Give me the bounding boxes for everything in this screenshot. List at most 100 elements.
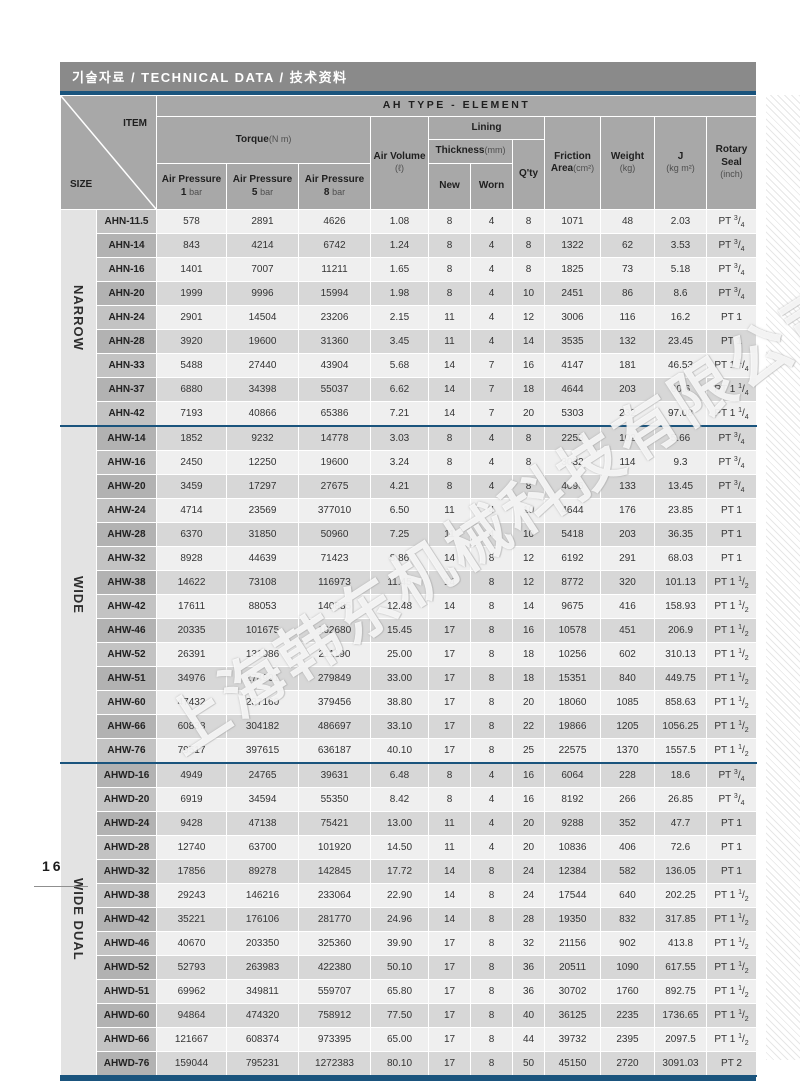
rotary-seal-value: PT 1	[705, 859, 758, 884]
rotary-seal-value: PT 1 1/4	[705, 401, 758, 427]
data-value: 36	[512, 979, 545, 1004]
data-value: 4949	[156, 762, 227, 788]
item-code: AHN-37	[96, 377, 157, 402]
data-value: 46.53	[654, 353, 707, 378]
item-code: AHWD-32	[96, 859, 157, 884]
data-value: 48	[600, 209, 655, 234]
data-value: 17	[428, 1051, 471, 1077]
rotary-seal-value: PT 3/4	[705, 425, 758, 451]
data-value: 26391	[156, 642, 227, 667]
data-value: 14	[428, 401, 471, 427]
data-value: 22575	[544, 738, 601, 764]
item-code: AHW-52	[96, 642, 157, 667]
header-lining-new: New	[428, 163, 471, 210]
data-value: 132	[600, 329, 655, 354]
table-row: NARROW AHN-11.5 578 2891 4626 1.08 8 4 8 1071 48 2.…	[60, 209, 758, 427]
data-value: 101675	[226, 618, 299, 643]
data-value: 16.2	[654, 305, 707, 330]
data-value: 4214	[226, 233, 299, 258]
data-value: 858.63	[654, 690, 707, 715]
data-value: 20335	[156, 618, 227, 643]
rotary-seal-value: PT 1 1/4	[705, 353, 758, 378]
item-code: AHW-20	[96, 474, 157, 499]
data-value: 24.96	[370, 907, 429, 932]
rotary-seal-value: PT 3/4	[705, 281, 758, 306]
rotary-seal-value: PT 3/4	[705, 450, 758, 475]
header-air-pressure-8bar: Air Pressure 8 bar	[298, 163, 371, 210]
data-value: 102	[600, 425, 655, 451]
data-value: 8.86	[370, 546, 429, 571]
data-value: 5303	[544, 401, 601, 427]
data-value: 23.45	[654, 329, 707, 354]
data-value: 35221	[156, 907, 227, 932]
item-code: AHN-11.5	[96, 209, 157, 234]
table-row: AHWD-66 121667 608374 973395 65.00 17 8 44 39732…	[61, 1027, 758, 1052]
data-value: 349811	[226, 979, 299, 1004]
data-value: 24	[512, 859, 545, 884]
data-value: 89278	[226, 859, 299, 884]
data-value: 6370	[156, 522, 227, 547]
data-value: 1736.65	[654, 1003, 707, 1028]
data-value: 2720	[600, 1051, 655, 1077]
data-value: 840	[600, 666, 655, 691]
data-value: 121667	[156, 1027, 227, 1052]
data-value: 11	[428, 498, 471, 523]
data-value: 2097.5	[654, 1027, 707, 1052]
title-accent-rule	[60, 91, 756, 95]
data-value: 47.7	[654, 811, 707, 836]
data-value: 7.25	[370, 522, 429, 547]
data-value: 4.21	[370, 474, 429, 499]
data-value: 8	[428, 233, 471, 258]
data-value: 14622	[156, 570, 227, 595]
data-value: 32	[512, 931, 545, 956]
item-code: AHW-24	[96, 498, 157, 523]
rotary-seal-value: PT 1	[705, 329, 758, 354]
data-value: 266	[600, 787, 655, 812]
data-value: 795231	[226, 1051, 299, 1077]
item-code: AHN-42	[96, 401, 157, 427]
data-value: 237160	[226, 690, 299, 715]
data-value: 4	[470, 835, 513, 860]
data-value: 133	[600, 474, 655, 499]
item-code: AHW-14	[96, 425, 157, 451]
table-row: AHW-32 8928 44639 71423 8.86 14 8 12 6192 291 68.0…	[61, 546, 758, 571]
table-row: AHWD-51 69962 349811 559707 65.80 17 8 36 30702 1…	[61, 979, 758, 1004]
data-value: 1.98	[370, 281, 429, 306]
data-value: 422380	[298, 955, 371, 980]
data-value: 39631	[298, 762, 371, 788]
header-lining: Lining	[428, 116, 545, 140]
table-body: NARROW AHN-11.5 578 2891 4626 1.08 8 4 8 1071 48 2.…	[60, 209, 758, 1077]
data-value: 29243	[156, 883, 227, 908]
item-code: AHN-16	[96, 257, 157, 282]
data-value: 3.03	[370, 425, 429, 451]
data-value: 4	[470, 498, 513, 523]
rotary-seal-value: PT 1	[705, 546, 758, 571]
rotary-seal-value: PT 1	[705, 835, 758, 860]
data-value: 1401	[156, 257, 227, 282]
data-value: 9428	[156, 811, 227, 836]
data-value: 211190	[298, 642, 371, 667]
data-value: 8	[512, 474, 545, 499]
data-value: 15351	[544, 666, 601, 691]
rotary-seal-value: PT 1	[705, 498, 758, 523]
data-value: 50.10	[370, 955, 429, 980]
data-value: 406	[600, 835, 655, 860]
data-value: 4	[470, 787, 513, 812]
data-value: 18	[512, 666, 545, 691]
data-value: 4	[470, 811, 513, 836]
data-value: 8	[428, 762, 471, 788]
data-value: 8	[428, 474, 471, 499]
data-value: 14	[512, 594, 545, 619]
data-value: 33.00	[370, 666, 429, 691]
data-value: 7	[470, 377, 513, 402]
data-value: 8.42	[370, 787, 429, 812]
data-value: 8	[470, 859, 513, 884]
data-value: 176106	[226, 907, 299, 932]
data-value: 14	[428, 546, 471, 571]
data-value: 7007	[226, 257, 299, 282]
data-value: 2.15	[370, 305, 429, 330]
data-value: 310.13	[654, 642, 707, 667]
data-value: 19866	[544, 714, 601, 739]
table-row: AHN-42 7193 40866 65386 7.21 14 7 20 5303 232 97.0…	[61, 401, 758, 427]
data-value: 21156	[544, 931, 601, 956]
